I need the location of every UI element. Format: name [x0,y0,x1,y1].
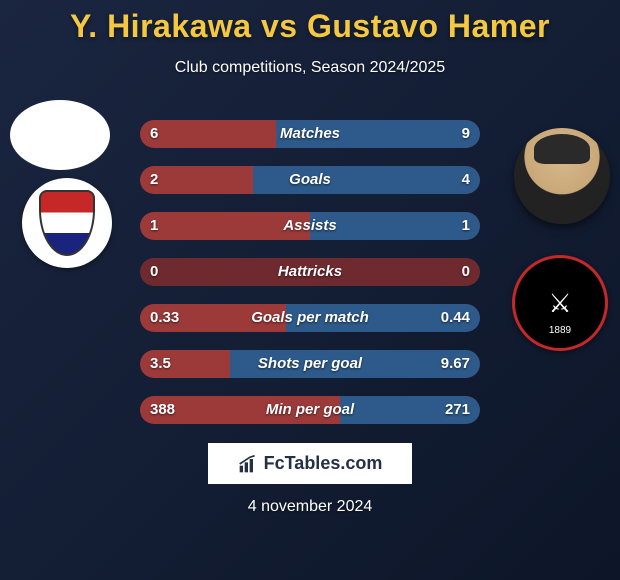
stat-row: 388271Min per goal [140,396,480,424]
player-left-club-crest [22,178,112,268]
page-subtitle: Club competitions, Season 2024/2025 [0,59,620,77]
comparison-card: Y. Hirakawa vs Gustavo Hamer Club compet… [0,0,620,580]
stat-row: 3.59.67Shots per goal [140,350,480,378]
date-label: 4 november 2024 [248,498,373,516]
brand-badge: FcTables.com [208,443,413,484]
stat-label: Goals [140,166,480,194]
stat-row: 0.330.44Goals per match [140,304,480,332]
chart-icon [238,454,258,474]
stat-row: 69Matches [140,120,480,148]
shield-icon [39,190,95,256]
stat-label: Hattricks [140,258,480,286]
stat-label: Min per goal [140,396,480,424]
swords-icon: ⚔ [548,288,571,319]
player-right-avatar [514,128,610,224]
stat-label: Shots per goal [140,350,480,378]
brand-label: FcTables.com [264,453,383,474]
stats-container: 69Matches 24Goals 11Assists 00Hattricks 0.33… [140,120,480,424]
club-founded-year: 1889 [549,325,571,336]
player-left-avatar [10,100,110,170]
page-title: Y. Hirakawa vs Gustavo Hamer [0,8,620,45]
stat-row: 24Goals [140,166,480,194]
stat-label: Matches [140,120,480,148]
stat-row: 00Hattricks [140,258,480,286]
stat-label: Goals per match [140,304,480,332]
footer: FcTables.com 4 november 2024 [0,443,620,516]
stat-label: Assists [140,212,480,240]
player-right-club-crest: ⚔ 1889 [512,255,608,351]
stat-row: 11Assists [140,212,480,240]
